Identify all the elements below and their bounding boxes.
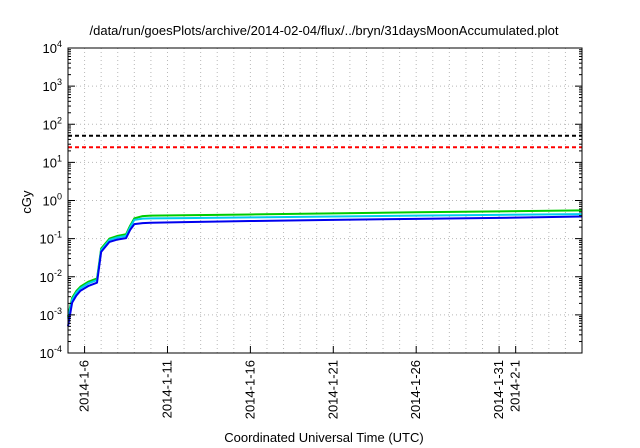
x-tick-label: 2014-1-21 xyxy=(325,360,340,419)
chart-title: /data/run/goesPlots/archive/2014-02-04/f… xyxy=(90,23,559,38)
y-tick-label: 10-4 xyxy=(40,344,62,361)
x-tick-label: 2014-2-1 xyxy=(508,360,523,412)
y-tick-label: 10-1 xyxy=(40,230,62,247)
x-tick-label: 2014-1-11 xyxy=(159,360,174,418)
series-line-3 xyxy=(67,215,583,327)
series-line-2 xyxy=(67,213,583,319)
y-tick-label: 103 xyxy=(43,77,62,94)
tick-layer: 10-4 10-3 10-2 10-1 100 101 102 103 104 2014-1-6 2… xyxy=(40,39,582,419)
series-layer xyxy=(67,209,583,327)
y-tick-label: 10-2 xyxy=(40,268,62,285)
y-tick-label: 104 xyxy=(43,39,62,56)
x-tick-label: 2014-1-16 xyxy=(242,360,257,419)
y-tick-label: 10-3 xyxy=(40,306,62,323)
y-tick-label: 101 xyxy=(43,153,62,170)
x-tick-label: 2014-1-31 xyxy=(491,360,506,419)
y-axis-label: cGy xyxy=(19,190,34,214)
y-tick-label: 100 xyxy=(43,192,62,209)
x-axis-label: Coordinated Universal Time (UTC) xyxy=(224,430,423,445)
y-tick-label: 102 xyxy=(43,115,62,132)
x-tick-label: 2014-1-6 xyxy=(77,360,92,412)
x-tick-label: 2014-1-26 xyxy=(408,360,423,419)
reference-lines xyxy=(68,134,582,149)
grid-layer xyxy=(68,48,582,353)
